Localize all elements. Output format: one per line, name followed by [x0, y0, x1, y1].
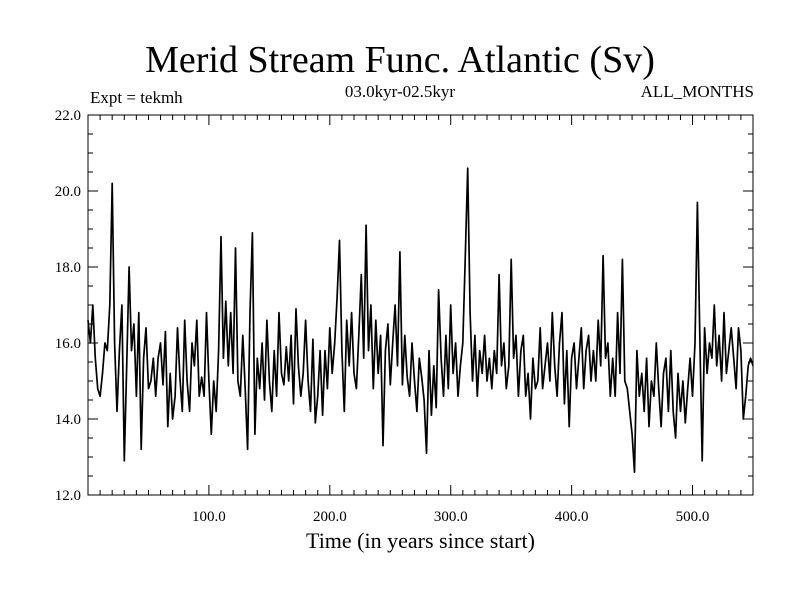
experiment-label: Expt = tekmh — [90, 88, 183, 107]
x-tick-label: 500.0 — [676, 509, 710, 525]
months-label: ALL_MONTHS — [640, 82, 754, 101]
x-tick-label: 400.0 — [555, 509, 589, 525]
x-tick-label: 300.0 — [434, 509, 468, 525]
tick-marks — [88, 115, 753, 495]
y-tick-label: 18.0 — [55, 260, 81, 276]
y-tick-label: 22.0 — [55, 108, 81, 124]
time-range-label: 03.0kyr-02.5kyr — [344, 82, 456, 101]
x-tick-labels: 100.0 200.0 300.0 400.0 500.0 — [192, 509, 709, 525]
y-tick-label: 14.0 — [55, 412, 81, 428]
y-tick-labels: 12.0 14.0 16.0 18.0 20.0 22.0 — [55, 108, 81, 504]
plot-frame — [87, 114, 754, 496]
y-tick-label: 16.0 — [55, 336, 81, 352]
y-tick-label: 12.0 — [55, 488, 81, 504]
x-axis-label: Time (in years since start) — [306, 528, 535, 553]
y-tick-label: 20.0 — [55, 184, 81, 200]
x-tick-label: 200.0 — [313, 509, 347, 525]
series-line — [87, 167, 754, 474]
x-tick-label: 100.0 — [192, 509, 226, 525]
chart-title: Merid Stream Func. Atlantic (Sv) — [145, 39, 655, 81]
